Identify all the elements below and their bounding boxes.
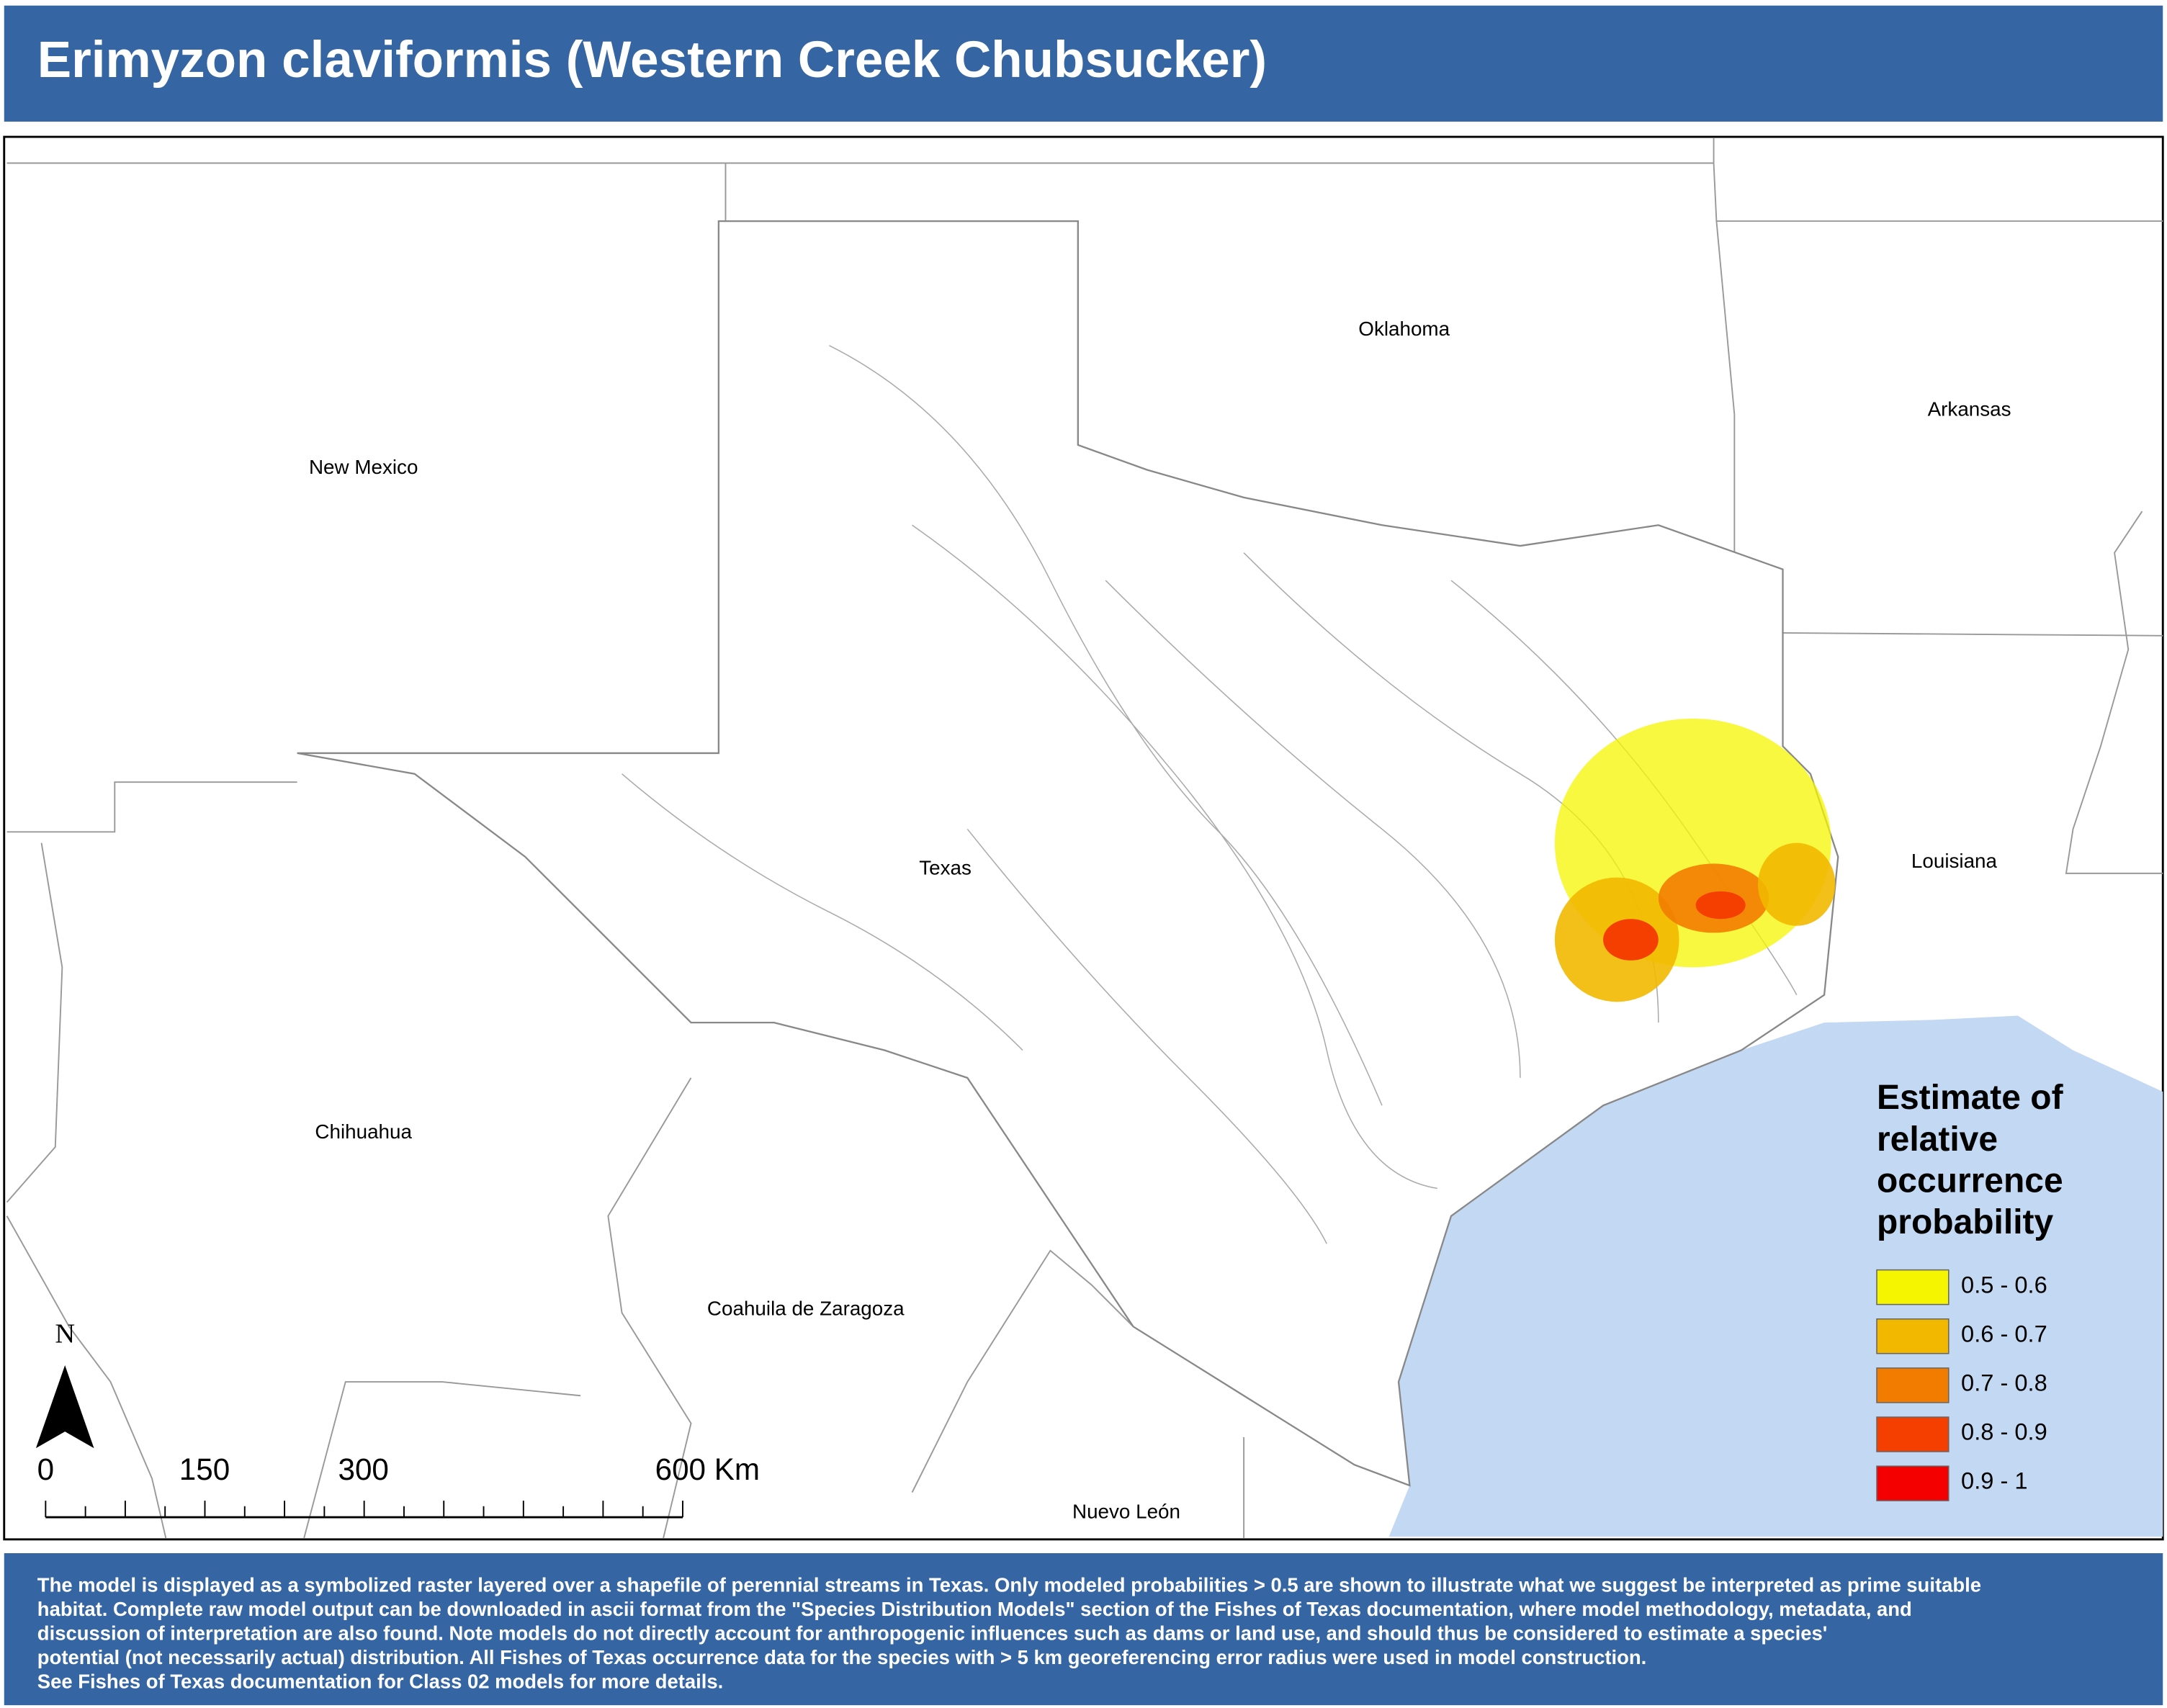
border — [6, 781, 297, 833]
border — [1715, 221, 1736, 553]
border — [6, 1215, 167, 1539]
habitat-raster — [1554, 718, 1836, 1002]
border — [911, 1249, 1134, 1493]
scale-label: 300 — [338, 1452, 388, 1486]
legend-swatch — [1876, 1465, 1950, 1501]
stream — [1105, 580, 1521, 1078]
border — [303, 1381, 581, 1539]
header-bar — [4, 5, 2163, 122]
footer-line: See Fishes of Texas documentation for Cl… — [37, 1671, 723, 1693]
border — [6, 842, 63, 1203]
legend-swatch — [1876, 1269, 1950, 1305]
streams — [622, 345, 1798, 1244]
legend-swatch — [1876, 1416, 1950, 1452]
legend: Estimate ofrelativeoccurrenceprobability… — [1876, 1079, 2064, 1501]
place-label: Oklahoma — [1358, 318, 1450, 340]
habitat-area — [1695, 891, 1746, 920]
place-label: Texas — [919, 856, 972, 878]
legend-title: probability — [1877, 1203, 2054, 1241]
place-label: New Mexico — [309, 456, 418, 478]
footer-bar — [4, 1553, 2163, 1706]
north-arrow — [35, 1365, 94, 1449]
legend-label: 0.5 - 0.6 — [1961, 1271, 2047, 1298]
habitat-area — [1603, 919, 1659, 961]
place-label: Arkansas — [1928, 397, 2011, 420]
gulf-of-mexico — [1388, 1015, 2163, 1537]
footer-line: discussion of interpretation are also fo… — [37, 1622, 1828, 1644]
footer: The model is displayed as a symbolized r… — [37, 1573, 1981, 1692]
scale-label: 0 — [37, 1452, 54, 1486]
legend-swatch — [1876, 1367, 1950, 1403]
stream — [912, 524, 1437, 1190]
legend-label: 0.8 - 0.9 — [1961, 1419, 2047, 1445]
legend-title: occurrence — [1877, 1161, 2063, 1200]
texas-outline — [297, 220, 1839, 1487]
legend-swatch — [1876, 1318, 1950, 1354]
legend-title: relative — [1877, 1120, 1998, 1159]
north-label: N — [55, 1319, 75, 1349]
place-label: Nuevo León — [1072, 1501, 1180, 1523]
place-label: Louisiana — [1911, 850, 1998, 872]
border — [2065, 511, 2163, 874]
footer-line: potential (not necessarily actual) distr… — [37, 1646, 1646, 1668]
map-labels: New Mexico Oklahoma Arkansas Texas Louisiana… — [309, 318, 2011, 1523]
place-label: Chihuahua — [315, 1120, 412, 1143]
habitat-area — [1757, 842, 1836, 926]
place-label: Coahuila de Zaragoza — [707, 1298, 905, 1320]
border — [607, 1077, 692, 1539]
legend-label: 0.7 - 0.8 — [1961, 1370, 2047, 1396]
stream — [622, 773, 1023, 1051]
title: Erimyzon claviformis (Western Creek Chub… — [37, 32, 1267, 89]
scale-bar: 0 150 300 600 Km — [37, 1452, 760, 1519]
border — [1782, 631, 2163, 637]
scale-label: 600 Km — [655, 1452, 760, 1486]
legend-label: 0.6 - 0.7 — [1961, 1320, 2047, 1347]
scale-label: 150 — [179, 1452, 230, 1486]
legend-label: 0.9 - 1 — [1961, 1467, 2027, 1494]
borders — [6, 138, 2163, 1539]
footer-line: The model is displayed as a symbolized r… — [37, 1573, 1981, 1596]
legend-title: Estimate of — [1877, 1079, 2064, 1117]
footer-line: habitat. Complete raw model output can b… — [37, 1598, 1912, 1620]
stream — [966, 828, 1327, 1244]
